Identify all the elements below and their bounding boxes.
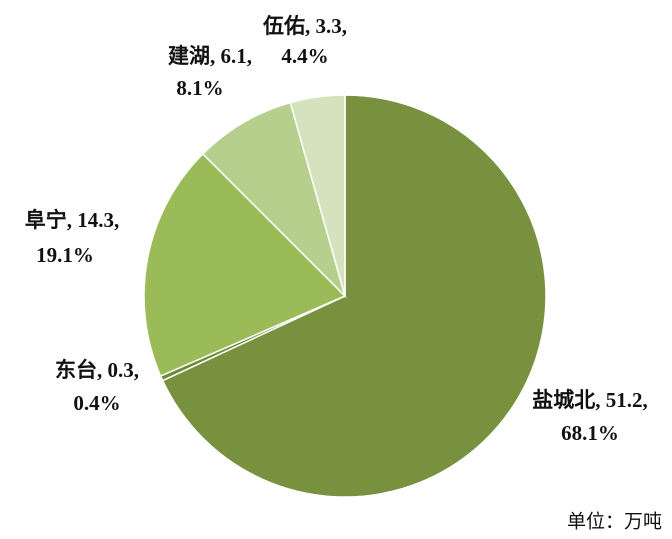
percentage-label: 4.4% [281, 44, 328, 68]
percentage-label: 19.1% [36, 243, 94, 267]
pie-slice [201, 101, 347, 299]
separator: , [643, 388, 648, 412]
separator: , [210, 44, 221, 68]
category-name: 阜宁 [25, 208, 67, 232]
separator: , [67, 208, 78, 232]
separator: , [342, 14, 347, 38]
category-name: 伍佑 [263, 14, 305, 38]
separator: , [595, 388, 606, 412]
category-name: 建湖 [168, 44, 210, 68]
percentage-label: 8.1% [176, 76, 223, 100]
data-label: 盐城北, 51.2, [532, 388, 648, 412]
separator: , [97, 358, 108, 382]
value-label: 0.3 [108, 358, 134, 382]
value-label: 14.3 [77, 208, 114, 232]
value-label: 6.1 [221, 44, 247, 68]
pie-slice [143, 152, 347, 377]
separator: , [134, 358, 139, 382]
value-label: 3.3 [316, 14, 342, 38]
pie-slice [161, 94, 547, 498]
data-label: 伍佑, 3.3, [263, 14, 347, 38]
separator: , [305, 14, 316, 38]
percentage-label: 0.4% [73, 391, 120, 415]
data-label: 建湖, 6.1, [168, 44, 252, 68]
value-label: 51.2 [606, 388, 643, 412]
data-label: 东台, 0.3, [55, 358, 139, 382]
data-label: 阜宁, 14.3, [25, 208, 120, 232]
category-name: 东台 [55, 358, 97, 382]
pie-slice [289, 94, 346, 297]
category-name: 盐城北 [532, 388, 595, 412]
percentage-label: 68.1% [561, 421, 619, 445]
unit-note: 单位：万吨 [567, 510, 662, 532]
separator: , [114, 208, 119, 232]
separator: , [247, 44, 252, 68]
